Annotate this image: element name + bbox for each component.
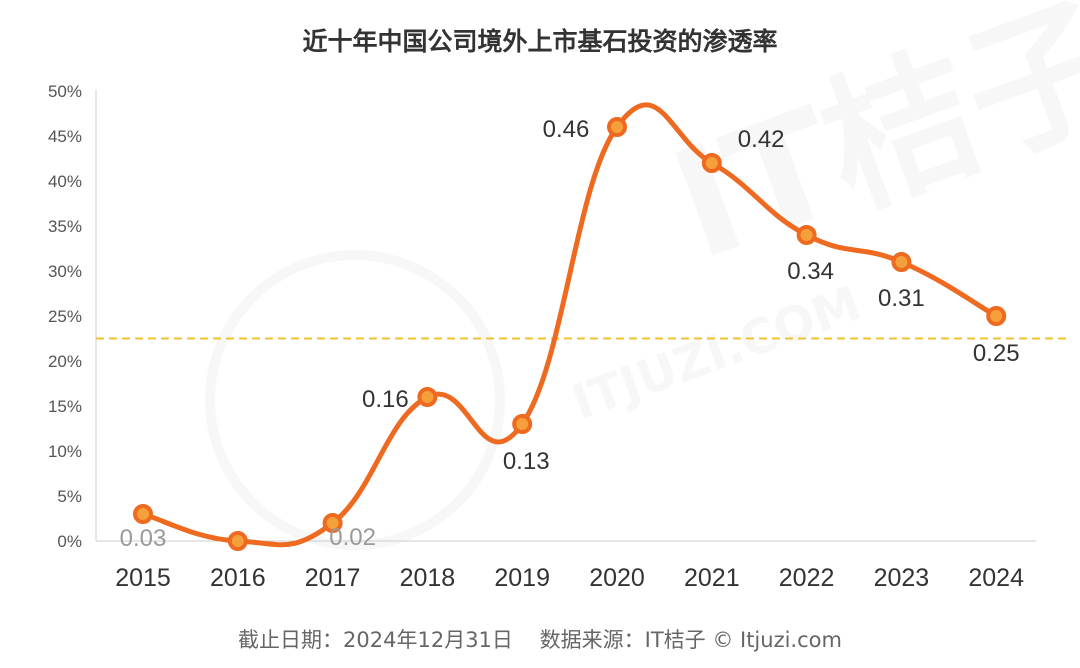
data-point [417, 387, 438, 407]
data-point [607, 117, 627, 137]
x-axis-ticks: 2015 2016 2017 2018 2019 2020 2021 2022 2023 2024 [115, 564, 1024, 592]
data-label: 0.31 [878, 285, 925, 312]
x-tick-label: 2024 [968, 564, 1024, 592]
chart-title: 近十年中国公司境外上市基石投资的渗透率 [302, 27, 778, 56]
data-point [133, 504, 153, 524]
data-point [512, 414, 533, 434]
x-tick-label: 2015 [115, 564, 171, 592]
watermark: IT桔子 ITJUZI.COM [205, 0, 1080, 550]
data-point [891, 252, 912, 272]
data-point [322, 513, 343, 533]
y-tick-label: 25% [48, 307, 82, 326]
y-tick-label: 45% [48, 127, 82, 146]
footer: 截止日期：2024年12月31日 数据来源：IT桔子 © Itjuzi.com [0, 624, 1080, 654]
y-tick-label: 5% [57, 487, 82, 506]
x-tick-label: 2021 [684, 564, 740, 592]
footer-date: 截止日期：2024年12月31日 [238, 628, 513, 652]
data-point [227, 531, 248, 551]
x-tick-label: 2016 [210, 564, 266, 592]
y-tick-label: 50% [48, 82, 82, 101]
data-label: 0.16 [362, 386, 409, 413]
y-tick-label: 0% [57, 532, 82, 551]
data-labels: 0.03 0.02 0.16 0.13 0.46 0.42 0.34 0.31 0.25 [120, 116, 1020, 552]
x-tick-label: 2017 [305, 564, 361, 592]
footer-source: 数据来源：IT桔子 © Itjuzi.com [539, 628, 842, 652]
data-label: 0.02 [329, 524, 376, 551]
data-label: 0.34 [787, 258, 834, 285]
y-tick-label: 15% [48, 397, 82, 416]
data-label: 0.42 [738, 126, 785, 153]
data-label: 0.46 [543, 116, 590, 143]
data-label: 0.13 [503, 448, 550, 475]
x-tick-label: 2023 [874, 564, 930, 592]
y-tick-label: 35% [48, 217, 82, 236]
y-tick-label: 20% [48, 352, 82, 371]
watermark-subtext: ITJUZI.COM [565, 275, 868, 431]
x-tick-label: 2022 [779, 564, 835, 592]
y-tick-label: 10% [48, 442, 82, 461]
data-point [701, 153, 722, 173]
y-axis-ticks: 0% 5% 10% 15% 20% 25% 30% 35% 40% 45% 50% [48, 82, 82, 551]
data-label: 0.03 [120, 525, 167, 552]
series-line [140, 102, 999, 548]
y-tick-label: 30% [48, 262, 82, 281]
x-tick-label: 2020 [589, 564, 645, 592]
data-label: 0.25 [973, 340, 1020, 367]
x-tick-label: 2019 [494, 564, 550, 592]
data-points [133, 117, 1007, 551]
x-tick-label: 2018 [400, 564, 456, 592]
y-tick-label: 40% [48, 172, 82, 191]
data-point [986, 306, 1007, 326]
data-point [796, 225, 817, 245]
